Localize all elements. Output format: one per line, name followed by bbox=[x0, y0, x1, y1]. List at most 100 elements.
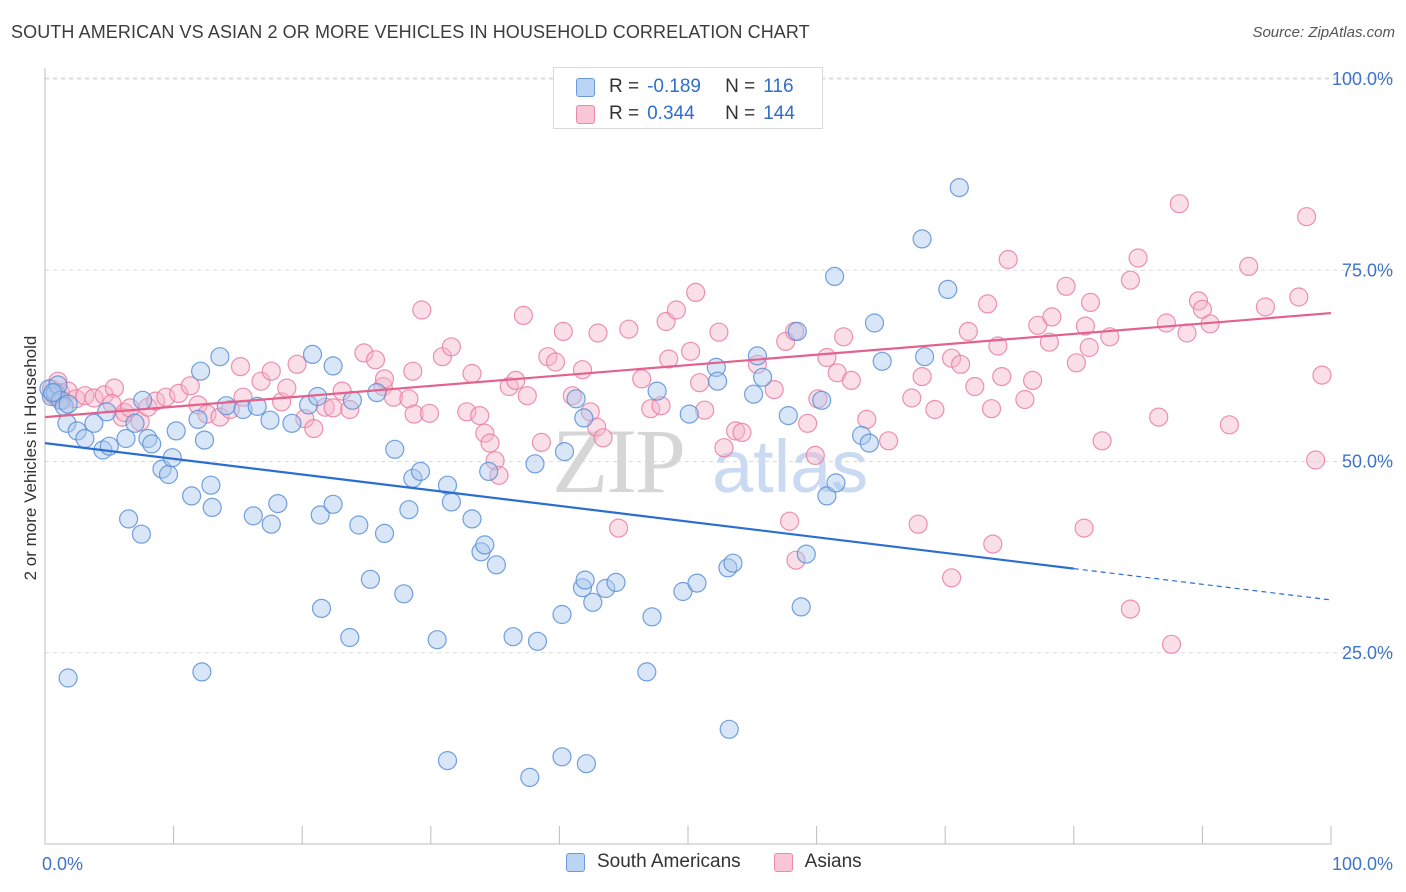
south-americans-point bbox=[182, 486, 202, 506]
legend-label: Asians bbox=[804, 851, 862, 872]
south-americans-point bbox=[302, 344, 323, 364]
south-americans-point bbox=[399, 500, 419, 520]
south-americans-point bbox=[687, 573, 707, 593]
south-americans-point bbox=[949, 178, 969, 198]
asians-point bbox=[1074, 518, 1094, 538]
asians-point bbox=[992, 367, 1012, 387]
south-americans-point bbox=[462, 509, 482, 529]
series-legend: South Americans Asians bbox=[566, 851, 895, 873]
asians-point bbox=[517, 386, 537, 406]
asians-point bbox=[588, 323, 608, 343]
south-americans-point bbox=[817, 486, 837, 506]
legend-label: South Americans bbox=[597, 851, 741, 872]
asians-point bbox=[841, 370, 861, 390]
south-americans-point bbox=[192, 662, 212, 682]
asians-point bbox=[323, 398, 343, 418]
south-americans-point bbox=[268, 494, 288, 514]
south-americans-point bbox=[938, 279, 958, 299]
asians-point bbox=[399, 389, 419, 409]
asians-point bbox=[1305, 450, 1326, 470]
south-americans-point bbox=[75, 428, 95, 449]
south-americans-point bbox=[574, 408, 594, 428]
south-americans-point bbox=[596, 578, 616, 599]
south-americans-point bbox=[374, 523, 395, 544]
asians-point bbox=[572, 360, 593, 380]
asians-point bbox=[1239, 256, 1259, 276]
south-americans-point bbox=[138, 428, 158, 449]
south-americans-point bbox=[385, 439, 405, 459]
south-americans-point bbox=[647, 381, 667, 401]
legend-item-asians[interactable]: Asians bbox=[773, 851, 862, 873]
asians-point bbox=[1255, 297, 1276, 317]
south-americans-point bbox=[642, 607, 662, 627]
legend-item-south-americans[interactable]: South Americans bbox=[566, 851, 741, 873]
asians-point bbox=[689, 373, 710, 393]
south-americans-point bbox=[58, 394, 78, 414]
asians-point bbox=[230, 357, 251, 377]
south-americans-point bbox=[554, 442, 575, 462]
south-americans-point bbox=[158, 464, 179, 485]
asians-point bbox=[950, 354, 971, 374]
asians-point bbox=[714, 438, 734, 458]
asians-point bbox=[1079, 337, 1099, 358]
south-americans-point bbox=[503, 627, 523, 647]
south-americans-point bbox=[133, 390, 153, 410]
south-americans-point bbox=[349, 515, 369, 535]
asians-point bbox=[1039, 332, 1060, 352]
south-americans-point bbox=[719, 719, 739, 739]
south-americans-point bbox=[311, 598, 332, 619]
south-americans-point bbox=[323, 494, 343, 514]
asians-point bbox=[965, 376, 985, 397]
south-americans-point bbox=[723, 553, 743, 573]
south-americans-point bbox=[261, 514, 281, 534]
asians-point bbox=[1075, 316, 1096, 336]
south-americans-point bbox=[188, 409, 208, 429]
asians-point bbox=[925, 399, 945, 420]
south-americans-point bbox=[796, 544, 816, 564]
asians-point bbox=[651, 396, 671, 416]
asians-swatch bbox=[773, 852, 793, 872]
r-value: 0.344 bbox=[647, 103, 695, 124]
south-americans-point bbox=[912, 229, 932, 249]
south-americans-point bbox=[778, 406, 798, 426]
watermark-atlas: atlas bbox=[712, 425, 868, 508]
south-americans-point bbox=[824, 266, 845, 286]
asians-point bbox=[1120, 599, 1141, 619]
asians-point bbox=[593, 428, 613, 448]
asians-point bbox=[977, 294, 998, 314]
south-americans-point bbox=[572, 578, 593, 598]
r-label: R = bbox=[609, 103, 640, 124]
asians-point bbox=[277, 378, 297, 398]
n-value: 144 bbox=[763, 103, 795, 124]
asians-point bbox=[608, 518, 629, 538]
south-americans-point bbox=[525, 454, 545, 474]
south-americans-point bbox=[437, 750, 458, 771]
asians-point bbox=[709, 322, 729, 342]
asians-swatch bbox=[576, 104, 595, 124]
south-americans-point bbox=[527, 631, 548, 651]
x-tick-label: 100.0% bbox=[1332, 854, 1393, 874]
south-americans-point bbox=[166, 421, 186, 441]
south-americans-point bbox=[520, 767, 540, 788]
asians-point bbox=[857, 409, 877, 429]
asians-point bbox=[1042, 307, 1062, 327]
y-tick-label: 25.0% bbox=[1342, 643, 1393, 663]
asians-point bbox=[1296, 207, 1317, 227]
asians-point bbox=[1128, 248, 1148, 268]
asians-point bbox=[480, 433, 500, 453]
south-americans-point bbox=[575, 570, 595, 590]
south-americans-point bbox=[826, 473, 846, 493]
south-americans-point bbox=[914, 347, 935, 367]
asians-point bbox=[1156, 313, 1177, 333]
south-americans-point bbox=[427, 630, 447, 650]
r-value: -0.189 bbox=[647, 76, 701, 97]
asians-point bbox=[1169, 194, 1189, 214]
n-label: N = bbox=[725, 76, 756, 97]
south-americans-point bbox=[340, 627, 360, 648]
asians-point bbox=[1312, 365, 1332, 385]
asians-point bbox=[354, 343, 374, 363]
asians-point bbox=[365, 350, 386, 370]
asians-point bbox=[513, 305, 534, 325]
asians-point bbox=[1149, 407, 1169, 427]
chart-title: SOUTH AMERICAN VS ASIAN 2 OR MORE VEHICL… bbox=[11, 22, 810, 42]
